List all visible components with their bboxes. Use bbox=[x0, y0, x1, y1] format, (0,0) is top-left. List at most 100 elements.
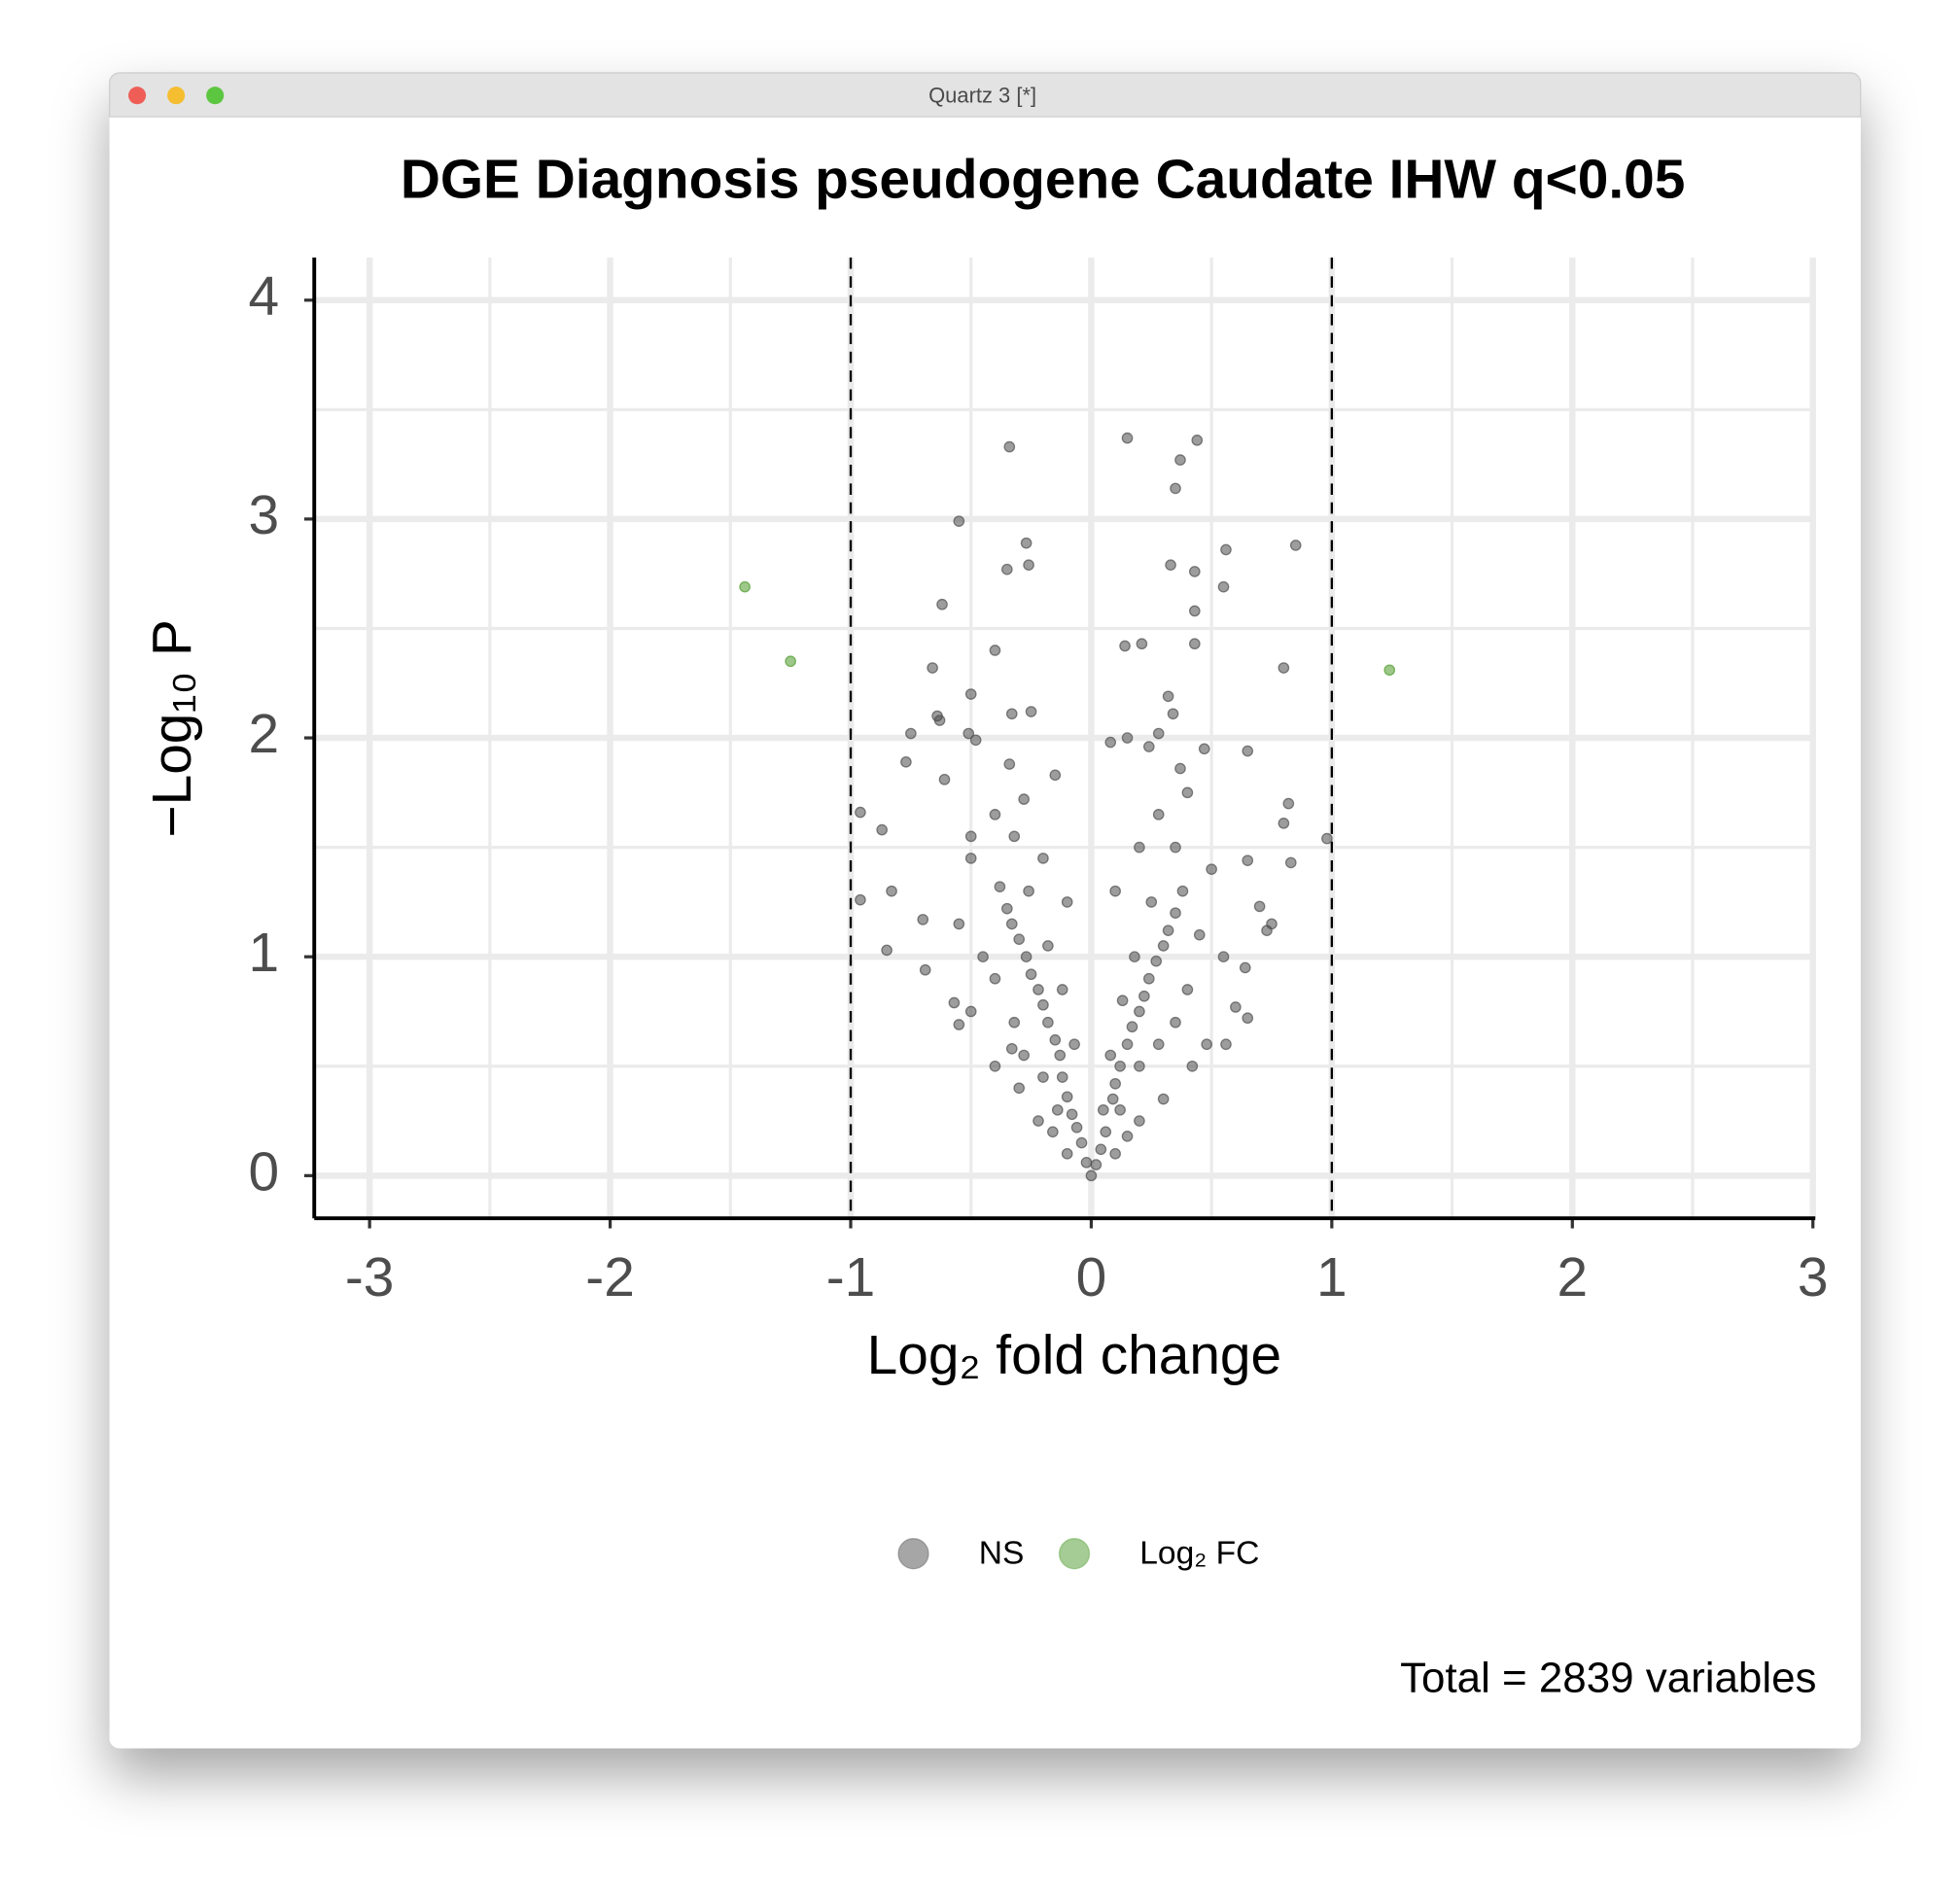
point bbox=[1037, 998, 1049, 1011]
point bbox=[1018, 793, 1030, 805]
x-tick-label: 3 bbox=[1798, 1247, 1829, 1308]
point bbox=[953, 918, 965, 930]
point bbox=[1186, 1060, 1199, 1072]
point bbox=[953, 515, 965, 527]
zoom-button[interactable] bbox=[206, 87, 225, 105]
point bbox=[1181, 984, 1194, 995]
point bbox=[1085, 1169, 1098, 1182]
point bbox=[1170, 907, 1181, 919]
point bbox=[1104, 1049, 1117, 1062]
point bbox=[1032, 1115, 1044, 1127]
y-tick-label: 2 bbox=[248, 704, 279, 765]
point bbox=[1282, 797, 1295, 810]
x-tick-label: 2 bbox=[1557, 1247, 1588, 1308]
point bbox=[881, 944, 892, 957]
point bbox=[1134, 1060, 1145, 1072]
point bbox=[1119, 640, 1131, 652]
point bbox=[1253, 900, 1266, 913]
point bbox=[1145, 896, 1158, 908]
point bbox=[1162, 925, 1174, 936]
point bbox=[1018, 1049, 1030, 1062]
point bbox=[1013, 1082, 1026, 1095]
point bbox=[964, 830, 977, 843]
point bbox=[1134, 1115, 1145, 1127]
point bbox=[1181, 786, 1194, 799]
point bbox=[1020, 537, 1032, 549]
x-tick-label: -1 bbox=[826, 1247, 876, 1308]
point bbox=[1061, 1148, 1073, 1160]
point bbox=[855, 893, 866, 906]
point bbox=[1191, 435, 1204, 446]
point bbox=[1020, 951, 1032, 963]
point bbox=[1037, 853, 1049, 864]
point bbox=[1005, 918, 1018, 930]
point bbox=[1242, 745, 1254, 757]
point bbox=[1230, 1001, 1242, 1013]
point bbox=[994, 881, 1006, 892]
minimize-button[interactable] bbox=[167, 87, 186, 105]
point bbox=[1261, 925, 1273, 936]
point bbox=[1220, 543, 1232, 556]
point bbox=[1189, 605, 1201, 617]
point bbox=[1066, 1108, 1078, 1121]
point bbox=[1198, 743, 1210, 755]
point bbox=[1049, 1033, 1062, 1046]
point bbox=[1126, 1021, 1138, 1033]
point bbox=[1051, 1103, 1064, 1116]
point bbox=[1095, 1143, 1107, 1156]
point bbox=[886, 885, 897, 897]
point bbox=[1176, 885, 1189, 897]
point bbox=[1321, 832, 1333, 845]
point bbox=[1242, 855, 1254, 866]
y-tick-label: 0 bbox=[248, 1141, 279, 1203]
point bbox=[1001, 563, 1013, 576]
point bbox=[1383, 664, 1396, 677]
point bbox=[1023, 559, 1034, 572]
point bbox=[1070, 1121, 1083, 1134]
point bbox=[1090, 1159, 1102, 1170]
point bbox=[1061, 896, 1073, 908]
close-button[interactable] bbox=[128, 87, 147, 105]
point bbox=[1242, 1012, 1254, 1025]
chart-title: DGE Diagnosis pseudogene Caudate IHW q<0… bbox=[401, 150, 1686, 211]
x-tick-label: -3 bbox=[345, 1247, 395, 1308]
caption: Total = 2839 variables bbox=[1400, 1654, 1816, 1701]
point bbox=[1047, 1126, 1059, 1138]
point bbox=[964, 853, 977, 864]
point bbox=[989, 645, 1001, 656]
point bbox=[1032, 984, 1044, 995]
point bbox=[1054, 1049, 1067, 1062]
point bbox=[1165, 559, 1176, 572]
point bbox=[1157, 940, 1170, 952]
point bbox=[1134, 841, 1145, 854]
point bbox=[1068, 1038, 1080, 1051]
point bbox=[1037, 1071, 1049, 1083]
point bbox=[969, 734, 982, 747]
point bbox=[938, 774, 951, 785]
point bbox=[1003, 440, 1016, 453]
point bbox=[905, 727, 917, 740]
point bbox=[1056, 1071, 1068, 1083]
legend-label: NS bbox=[979, 1535, 1025, 1571]
point bbox=[1206, 863, 1217, 875]
point bbox=[989, 809, 1001, 820]
point bbox=[1167, 708, 1179, 720]
point bbox=[1109, 885, 1121, 897]
point bbox=[1152, 809, 1165, 820]
point bbox=[1097, 1103, 1109, 1116]
window bbox=[109, 72, 1861, 1749]
point bbox=[855, 806, 866, 819]
point bbox=[1121, 1038, 1134, 1051]
window-title: Quartz 3 [*] bbox=[928, 83, 1036, 107]
point bbox=[1278, 818, 1290, 829]
y-axis-label: −Log₁₀ P bbox=[142, 619, 203, 837]
point bbox=[1174, 454, 1186, 466]
point bbox=[1152, 727, 1165, 740]
point bbox=[1116, 994, 1129, 1007]
point bbox=[1042, 1016, 1054, 1029]
point bbox=[1003, 758, 1016, 770]
y-tick-label: 3 bbox=[248, 485, 279, 546]
point bbox=[933, 715, 946, 726]
point bbox=[1189, 638, 1201, 650]
